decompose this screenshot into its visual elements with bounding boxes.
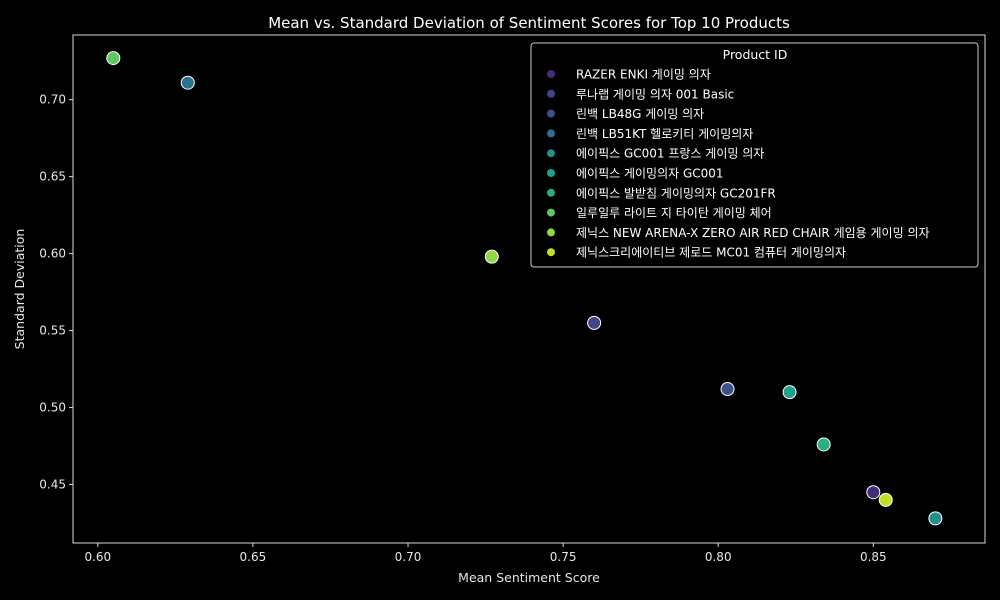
x-tick-label: 0.60 — [84, 550, 111, 564]
legend-label: 제닉스 NEW ARENA-X ZERO AIR RED CHAIR 게임용 게… — [576, 226, 930, 240]
x-tick-label: 0.70 — [395, 550, 422, 564]
data-point — [106, 51, 121, 66]
y-axis-ticks: 0.45 0.50 0.55 0.60 0.65 0.70 — [39, 93, 73, 492]
legend-label: 제닉스크리에이티브 제로드 MC01 컴퓨터 게이밍의자 — [576, 246, 846, 260]
y-axis-label: Standard Deviation — [12, 229, 27, 350]
x-tick-label: 0.85 — [860, 550, 887, 564]
data-point — [720, 382, 735, 397]
data-point — [484, 249, 499, 264]
legend-label: RAZER ENKI 게이밍 의자 — [576, 68, 711, 82]
legend-label: 일루일루 라이트 지 타이탄 게이밍 체어 — [576, 206, 772, 220]
data-point — [878, 492, 893, 507]
y-tick-label: 0.50 — [39, 401, 66, 415]
data-points — [106, 51, 943, 526]
legend-marker — [547, 129, 555, 138]
legend-label: 린백 LB51KT 헬로키티 게이밍의자 — [576, 127, 753, 141]
legend-marker — [547, 70, 555, 78]
legend-label: 루나랩 게이밍 의자 001 Basic — [576, 87, 734, 101]
chart-title: Mean vs. Standard Deviation of Sentiment… — [268, 14, 790, 32]
y-tick-label: 0.55 — [39, 324, 66, 338]
data-point — [782, 385, 797, 400]
legend-marker — [547, 228, 555, 237]
legend-marker — [547, 149, 555, 158]
x-tick-label: 0.80 — [705, 550, 732, 564]
data-point — [180, 75, 195, 90]
legend-title: Product ID — [723, 47, 788, 62]
y-tick-label: 0.70 — [39, 93, 66, 107]
legend-marker — [547, 208, 555, 217]
x-axis-label: Mean Sentiment Score — [458, 570, 600, 585]
x-tick-label: 0.75 — [550, 550, 577, 564]
legend-label: 에이픽스 GC001 프랑스 게이밍 의자 — [576, 147, 764, 161]
legend-marker — [547, 169, 555, 177]
legend-label: 에이픽스 발받침 게이밍의자 GC201FR — [576, 186, 776, 200]
legend-marker — [547, 109, 555, 118]
y-tick-label: 0.65 — [39, 170, 66, 184]
data-point — [587, 315, 602, 330]
legend-marker — [547, 188, 555, 197]
y-tick-label: 0.60 — [39, 247, 66, 261]
data-point — [866, 485, 881, 500]
plot-area-frame — [72, 34, 986, 544]
legend-marker — [547, 248, 555, 257]
x-axis-ticks: 0.60 0.65 0.70 0.75 0.80 0.85 — [84, 543, 887, 564]
legend-label: 린백 LB48G 게이밍 의자 — [576, 107, 704, 121]
y-tick-label: 0.45 — [39, 478, 66, 492]
legend-box — [530, 42, 979, 268]
legend-label: 에이픽스 게이밍의자 GC001 — [576, 167, 724, 181]
data-point — [928, 511, 943, 526]
x-tick-label: 0.65 — [240, 550, 267, 564]
data-point — [816, 437, 831, 452]
legend-marker — [547, 89, 555, 98]
